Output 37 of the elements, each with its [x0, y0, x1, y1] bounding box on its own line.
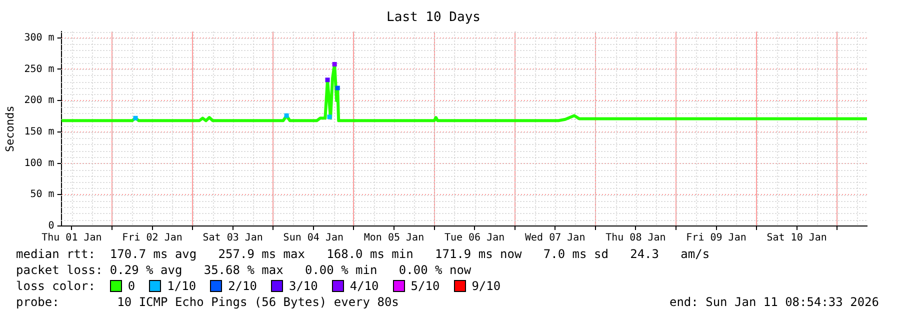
text: end: Sun Jan 11 08:54:33 2026: [669, 294, 879, 310]
legend-label: 9/10: [472, 278, 501, 294]
legend-label: 5/10: [410, 278, 440, 294]
text: packet loss: 0.29 % avg 35.68 % max 0.00 % min 0.00 % now: [16, 262, 472, 278]
y-tick-label: 100 m: [24, 158, 54, 169]
y-tick-label: 150 m: [24, 126, 54, 138]
point: [325, 78, 330, 82]
point: [335, 86, 340, 90]
x-tick-label: Sat 10 Jan: [766, 232, 827, 244]
legend-title: loss color:: [16, 278, 96, 294]
x-tick-label: Wed 07 Jan: [525, 232, 586, 244]
chart-title: Last 10 Days: [386, 10, 480, 26]
legend-label: 1/10: [167, 278, 196, 294]
legend-label: 3/10: [288, 278, 318, 294]
x-tick-label: Thu 01 Jan: [42, 232, 102, 244]
legend-label: 4/10: [350, 278, 379, 294]
y-tick-label: 50 m: [30, 189, 54, 200]
y-axis-title: Seconds: [3, 106, 16, 152]
x-tick-label: Thu 08 Jan: [606, 232, 666, 244]
text: probe: 10 ICMP Echo Pings (56 Bytes) every 80s: [16, 294, 399, 310]
legend-label: 2/10: [228, 278, 257, 294]
y-tick-label: 300 m: [24, 32, 54, 44]
x-tick-label: Sat 03 Jan: [202, 232, 263, 244]
legend-label: 0: [128, 278, 136, 294]
y-tick-label: 0: [48, 220, 54, 232]
x-tick-label: Sun 04 Jan: [283, 232, 344, 244]
point: [133, 116, 138, 120]
text: median rtt: 170.7 ms avg 257.9 ms max 168.0 ms min 171.9 ms now 7.0 ms sd 24.3 am/s: [16, 246, 711, 262]
x-tick-label: Fri 09 Jan: [686, 232, 746, 244]
x-tick-label: Mon 05 Jan: [364, 232, 424, 244]
point: [332, 62, 337, 66]
y-tick-label: 200 m: [24, 95, 54, 106]
point: [327, 114, 332, 120]
point: [284, 113, 289, 118]
x-tick-label: Tue 06 Jan: [444, 232, 505, 244]
y-tick-label: 250 m: [24, 64, 54, 75]
x-tick-label: Fri 02 Jan: [122, 232, 182, 244]
